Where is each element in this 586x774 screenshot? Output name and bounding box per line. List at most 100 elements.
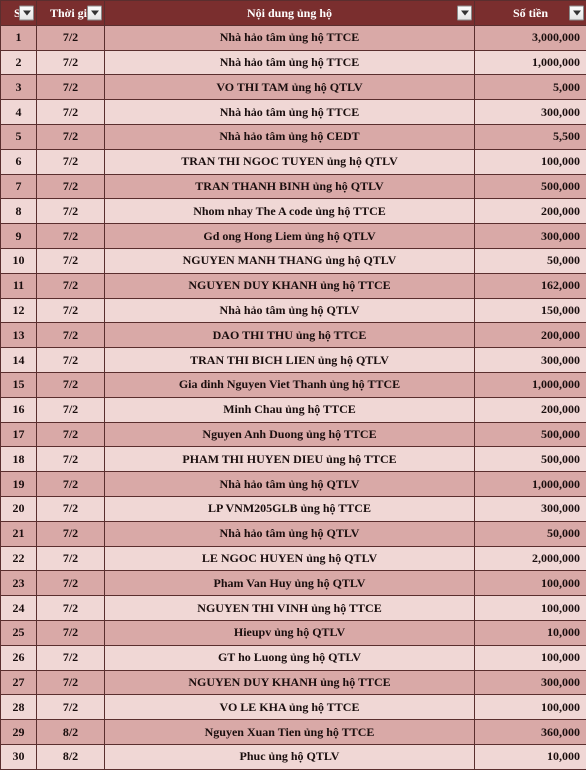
header-amt-label: Số tiền [513, 6, 548, 21]
table-row: 97/2Gd ong Hong Liem ủng hộ QTLV300,000 [1, 224, 586, 249]
cell-time: 7/2 [37, 472, 105, 497]
cell-time: 7/2 [37, 496, 105, 521]
table-row: 127/2Nhà hảo tâm ủng hộ QTLV150,000 [1, 298, 586, 323]
table-row: 207/2LP VNM205GLB ủng hộ TTCE300,000 [1, 496, 586, 521]
cell-stt: 4 [1, 100, 37, 125]
cell-stt: 29 [1, 720, 37, 745]
cell-stt: 6 [1, 149, 37, 174]
table-body: 17/2Nhà hảo tâm ủng hộ TTCE3,000,00027/2… [1, 25, 586, 769]
cell-desc: Nguyen Anh Duong ủng hộ TTCE [105, 422, 475, 447]
cell-desc: VO THI TAM ủng hộ QTLV [105, 75, 475, 100]
cell-desc: VO LE KHA ủng hộ TTCE [105, 695, 475, 720]
cell-stt: 23 [1, 571, 37, 596]
table-row: 308/2Phuc ủng hộ QTLV10,000 [1, 744, 586, 769]
cell-amount: 300,000 [475, 496, 586, 521]
table-row: 57/2Nhà hảo tâm ủng hộ CEDT5,500 [1, 124, 586, 149]
cell-desc: Nhà hảo tâm ủng hộ TTCE [105, 50, 475, 75]
cell-desc: Nhom nhay The A code ủng hộ TTCE [105, 199, 475, 224]
table-row: 27/2Nhà hảo tâm ủng hộ TTCE1,000,000 [1, 50, 586, 75]
table-row: 87/2Nhom nhay The A code ủng hộ TTCE200,… [1, 199, 586, 224]
table-row: 117/2NGUYEN DUY KHANH ủng hộ TTCE162,000 [1, 273, 586, 298]
cell-desc: NGUYEN THI VINH ủng hộ TTCE [105, 596, 475, 621]
cell-amount: 5,000 [475, 75, 586, 100]
cell-stt: 22 [1, 546, 37, 571]
filter-dropdown-icon[interactable] [457, 5, 472, 20]
cell-desc: Phuc ủng hộ QTLV [105, 744, 475, 769]
cell-stt: 25 [1, 620, 37, 645]
cell-amount: 1,000,000 [475, 472, 586, 497]
cell-time: 7/2 [37, 273, 105, 298]
cell-desc: Nhà hảo tâm ủng hộ QTLV [105, 472, 475, 497]
cell-amount: 50,000 [475, 521, 586, 546]
cell-desc: TRAN THI NGOC TUYEN ủng hộ QTLV [105, 149, 475, 174]
table-row: 157/2Gia dinh Nguyen Viet Thanh ủng hộ T… [1, 372, 586, 397]
cell-desc: Gd ong Hong Liem ủng hộ QTLV [105, 224, 475, 249]
cell-amount: 5,500 [475, 124, 586, 149]
cell-amount: 1,000,000 [475, 372, 586, 397]
cell-stt: 10 [1, 248, 37, 273]
cell-amount: 200,000 [475, 199, 586, 224]
table-row: 147/2TRAN THI BICH LIEN ủng hộ QTLV300,0… [1, 348, 586, 373]
cell-stt: 26 [1, 645, 37, 670]
cell-stt: 16 [1, 397, 37, 422]
header-desc[interactable]: Nội dung ủng hộ [105, 1, 475, 26]
cell-desc: LE NGOC HUYEN ủng hộ QTLV [105, 546, 475, 571]
cell-desc: NGUYEN DUY KHANH ủng hộ TTCE [105, 273, 475, 298]
cell-stt: 12 [1, 298, 37, 323]
cell-stt: 2 [1, 50, 37, 75]
cell-stt: 5 [1, 124, 37, 149]
cell-time: 7/2 [37, 372, 105, 397]
cell-stt: 7 [1, 174, 37, 199]
cell-time: 7/2 [37, 323, 105, 348]
header-stt[interactable]: STT [1, 1, 37, 26]
header-amt[interactable]: Số tiền [475, 1, 586, 26]
filter-dropdown-icon[interactable] [19, 5, 34, 20]
cell-desc: Nhà hảo tâm ủng hộ TTCE [105, 100, 475, 125]
cell-time: 8/2 [37, 744, 105, 769]
table-row: 257/2Hieupv ủng hộ QTLV10,000 [1, 620, 586, 645]
cell-stt: 1 [1, 25, 37, 50]
cell-stt: 18 [1, 447, 37, 472]
cell-time: 7/2 [37, 25, 105, 50]
table-row: 298/2Nguyen Xuan Tien ủng hộ TTCE360,000 [1, 720, 586, 745]
cell-stt: 28 [1, 695, 37, 720]
cell-stt: 24 [1, 596, 37, 621]
table-row: 277/2NGUYEN DUY KHANH ủng hộ TTCE300,000 [1, 670, 586, 695]
cell-stt: 27 [1, 670, 37, 695]
filter-dropdown-icon[interactable] [569, 5, 584, 20]
cell-amount: 300,000 [475, 670, 586, 695]
cell-amount: 150,000 [475, 298, 586, 323]
cell-time: 7/2 [37, 397, 105, 422]
cell-time: 7/2 [37, 298, 105, 323]
table-row: 107/2NGUYEN MANH THANG ủng hộ QTLV50,000 [1, 248, 586, 273]
table-row: 267/2GT ho Luong ủng hộ QTLV100,000 [1, 645, 586, 670]
header-time[interactable]: Thời gian [37, 1, 105, 26]
table-row: 137/2DAO THI THU ủng hộ TTCE200,000 [1, 323, 586, 348]
cell-amount: 100,000 [475, 695, 586, 720]
cell-amount: 500,000 [475, 174, 586, 199]
cell-stt: 3 [1, 75, 37, 100]
cell-time: 7/2 [37, 422, 105, 447]
cell-desc: NGUYEN DUY KHANH ủng hộ TTCE [105, 670, 475, 695]
table-row: 287/2VO LE KHA ủng hộ TTCE100,000 [1, 695, 586, 720]
cell-desc: Minh Chau ủng hộ TTCE [105, 397, 475, 422]
cell-stt: 8 [1, 199, 37, 224]
donation-table-container: STT Thời gian Nội dung ủng hộ Số tiền 17… [0, 0, 586, 770]
cell-time: 7/2 [37, 149, 105, 174]
cell-amount: 360,000 [475, 720, 586, 745]
cell-amount: 200,000 [475, 397, 586, 422]
cell-stt: 11 [1, 273, 37, 298]
filter-dropdown-icon[interactable] [87, 5, 102, 20]
cell-stt: 15 [1, 372, 37, 397]
table-row: 17/2Nhà hảo tâm ủng hộ TTCE3,000,000 [1, 25, 586, 50]
cell-time: 7/2 [37, 620, 105, 645]
cell-time: 7/2 [37, 124, 105, 149]
cell-desc: LP VNM205GLB ủng hộ TTCE [105, 496, 475, 521]
cell-amount: 500,000 [475, 422, 586, 447]
cell-desc: Gia dinh Nguyen Viet Thanh ủng hộ TTCE [105, 372, 475, 397]
table-row: 77/2TRAN THANH BINH ủng hộ QTLV500,000 [1, 174, 586, 199]
cell-amount: 162,000 [475, 273, 586, 298]
cell-stt: 21 [1, 521, 37, 546]
table-row: 237/2Pham Van Huy ủng hộ QTLV100,000 [1, 571, 586, 596]
table-row: 67/2TRAN THI NGOC TUYEN ủng hộ QTLV100,0… [1, 149, 586, 174]
